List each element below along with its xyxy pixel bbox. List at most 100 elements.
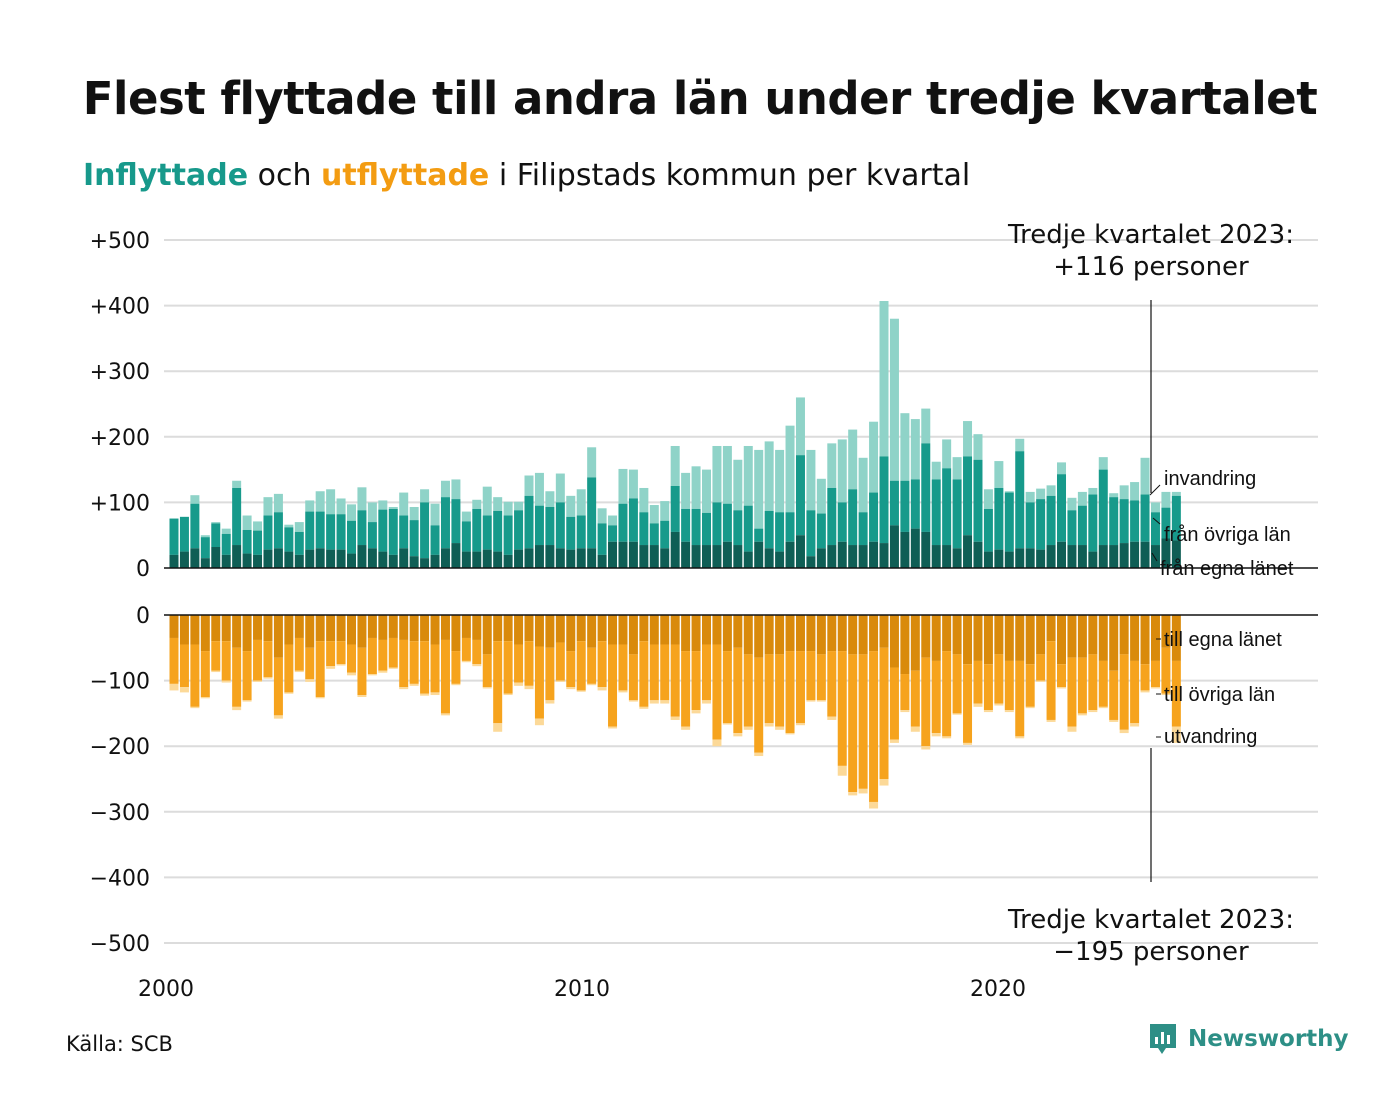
bar-out-ovriga bbox=[722, 651, 732, 724]
bar-out-utvandring bbox=[722, 723, 732, 725]
bar-out-egna bbox=[305, 615, 315, 648]
bar-in-egna bbox=[587, 548, 597, 568]
bar-out-ovriga bbox=[1140, 664, 1150, 691]
bar-in-invandring bbox=[1067, 497, 1077, 511]
bar-in-egna bbox=[1015, 548, 1025, 568]
bar-in-invandring bbox=[649, 505, 659, 524]
bar-in-invandring bbox=[931, 461, 941, 480]
bar-out-ovriga bbox=[472, 639, 482, 665]
bar-in-ovriga bbox=[1119, 499, 1129, 544]
bar-in-invandring bbox=[378, 500, 388, 510]
bar-in-ovriga bbox=[326, 514, 336, 550]
bar-out-ovriga bbox=[952, 654, 962, 714]
bar-out-ovriga bbox=[1171, 660, 1181, 727]
x-axis-ticks: 2000 2010 2020 bbox=[138, 977, 1026, 1002]
bar-in-ovriga bbox=[263, 515, 273, 550]
bar-out-ovriga bbox=[440, 639, 450, 714]
bar-out-ovriga bbox=[608, 644, 618, 727]
bar-out-egna bbox=[983, 615, 993, 665]
bar-out-egna bbox=[347, 615, 357, 645]
bar-in-invandring bbox=[900, 413, 910, 481]
bar-out-ovriga bbox=[889, 667, 899, 740]
bar-in-egna bbox=[921, 531, 931, 568]
bar-in-invandring bbox=[1119, 485, 1129, 500]
bar-out-utvandring bbox=[242, 700, 252, 702]
bar-in-egna bbox=[608, 541, 618, 568]
bar-out-ovriga bbox=[357, 647, 367, 696]
bar-in-invandring bbox=[806, 449, 816, 511]
bar-out-utvandring bbox=[1057, 687, 1067, 689]
bar-in-ovriga bbox=[994, 487, 1004, 550]
bar-out-ovriga bbox=[179, 644, 189, 688]
bar-out-ovriga bbox=[712, 644, 722, 740]
brand-logo: Newsworthy bbox=[1148, 1022, 1349, 1056]
bar-out-utvandring bbox=[712, 739, 722, 747]
bar-out-ovriga bbox=[837, 651, 847, 766]
bar-in-egna bbox=[555, 548, 565, 568]
bar-out-utvandring bbox=[1025, 706, 1035, 709]
bar-in-ovriga bbox=[357, 510, 367, 546]
bar-out-egna bbox=[670, 615, 680, 645]
bar-out-utvandring bbox=[357, 695, 367, 697]
bar-in-egna bbox=[1004, 551, 1014, 568]
bar-out-utvandring bbox=[587, 683, 597, 686]
bar-out-ovriga bbox=[858, 654, 868, 789]
bar-in-egna bbox=[597, 554, 607, 568]
bar-out-utvandring bbox=[482, 687, 492, 689]
bar-out-egna bbox=[837, 615, 847, 652]
label-invandring: invandring bbox=[1164, 468, 1256, 490]
bar-out-egna bbox=[357, 615, 367, 648]
bar-in-ovriga bbox=[608, 525, 618, 542]
bar-in-egna bbox=[524, 548, 534, 568]
bar-in-egna bbox=[399, 548, 409, 568]
bar-in-egna bbox=[169, 554, 179, 568]
bar-in-egna bbox=[775, 551, 785, 568]
bar-in-ovriga bbox=[743, 505, 753, 552]
bar-out-ovriga bbox=[743, 654, 753, 727]
bar-in-ovriga bbox=[639, 512, 649, 546]
bar-out-utvandring bbox=[869, 801, 879, 809]
bar-in-egna bbox=[722, 541, 732, 568]
bar-in-invandring bbox=[420, 489, 430, 503]
bar-in-egna bbox=[848, 545, 858, 568]
bar-in-invandring bbox=[795, 397, 805, 456]
bar-in-ovriga bbox=[827, 487, 837, 546]
bar-out-ovriga bbox=[733, 647, 743, 734]
bar-out-egna bbox=[326, 615, 336, 642]
bar-out-egna bbox=[743, 615, 753, 655]
bar-out-ovriga bbox=[315, 641, 325, 697]
bar-out-ovriga bbox=[347, 644, 357, 673]
bar-in-ovriga bbox=[775, 512, 785, 552]
bar-in-invandring bbox=[639, 487, 649, 513]
bar-in-ovriga bbox=[597, 523, 607, 555]
bar-in-ovriga bbox=[305, 511, 315, 550]
bar-out-ovriga bbox=[628, 654, 638, 701]
bar-in-ovriga bbox=[1088, 494, 1098, 552]
bar-out-egna bbox=[660, 615, 670, 645]
bar-out-ovriga bbox=[211, 641, 221, 671]
label-till-egna-lanet: till egna länet bbox=[1164, 629, 1282, 651]
bar-out-ovriga bbox=[587, 647, 597, 684]
bar-in-invandring bbox=[1171, 491, 1181, 496]
bar-in-egna bbox=[367, 548, 377, 568]
bar-in-egna bbox=[628, 541, 638, 568]
bar-in-ovriga bbox=[169, 518, 179, 555]
bar-out-egna bbox=[848, 615, 858, 655]
bar-in-ovriga bbox=[889, 480, 899, 526]
bar-out-ovriga bbox=[994, 654, 1004, 704]
bar-in-invandring bbox=[221, 528, 231, 534]
bar-out-egna bbox=[1015, 615, 1025, 661]
bar-in-ovriga bbox=[869, 492, 879, 542]
bar-in-egna bbox=[430, 554, 440, 568]
bar-out-egna bbox=[795, 615, 805, 652]
bar-in-invandring bbox=[1004, 491, 1014, 493]
bar-in-invandring bbox=[1025, 491, 1035, 503]
bar-out-utvandring bbox=[1004, 710, 1014, 713]
bar-out-ovriga bbox=[169, 637, 179, 684]
bar-out-ovriga bbox=[848, 654, 858, 793]
series-annotations: Tredje kvartalet 2023:+116 personerTredj… bbox=[1007, 220, 1294, 967]
bar-in-egna bbox=[461, 551, 471, 568]
bar-out-ovriga bbox=[253, 639, 263, 681]
bar-in-ovriga bbox=[931, 479, 941, 546]
bar-out-ovriga bbox=[284, 644, 294, 693]
